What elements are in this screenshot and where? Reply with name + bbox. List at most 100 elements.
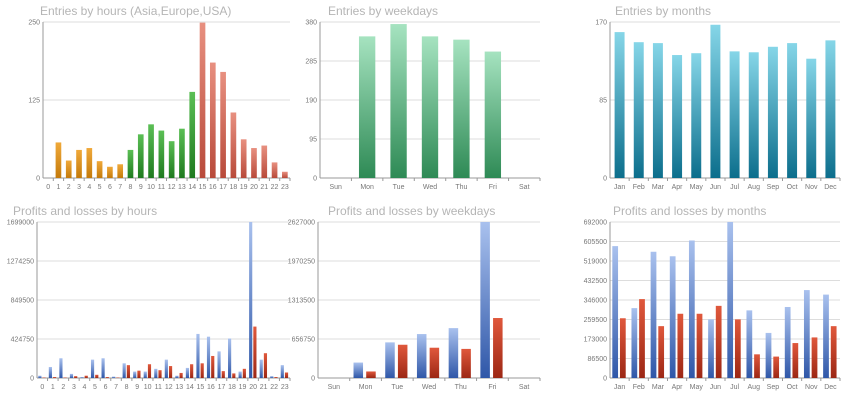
x-tick-label: Aug — [748, 184, 761, 191]
bar — [59, 358, 62, 378]
x-tick-label: Sat — [519, 384, 530, 391]
bar — [823, 295, 829, 378]
bar — [480, 222, 490, 378]
y-tick-label: 285 — [305, 59, 317, 66]
bar — [220, 72, 226, 178]
x-tick-label: 1 — [56, 184, 60, 191]
bar — [159, 131, 165, 178]
x-tick-label: 10 — [144, 384, 152, 391]
chart-title: Profits and losses by weekdays — [328, 204, 495, 218]
x-tick-label: 4 — [82, 384, 86, 391]
bar — [787, 43, 797, 178]
bar — [272, 162, 278, 178]
bar — [691, 53, 701, 178]
x-tick-label: Wed — [422, 384, 436, 391]
bar — [422, 36, 438, 178]
x-tick-label: Jul — [730, 184, 739, 191]
bar — [746, 310, 752, 378]
x-tick-label: 1 — [51, 384, 55, 391]
x-tick-label: Sep — [767, 384, 780, 391]
x-tick-label: 4 — [87, 184, 91, 191]
bar — [148, 364, 151, 378]
bar — [825, 40, 835, 178]
x-tick-label: 11 — [158, 184, 165, 191]
bar — [232, 373, 235, 378]
y-tick-label: 0 — [603, 376, 607, 383]
bar — [189, 92, 195, 178]
bar — [95, 375, 98, 378]
bar — [710, 25, 720, 178]
x-tick-label: Apr — [672, 184, 684, 191]
bar — [201, 363, 204, 378]
y-tick-label: 86500 — [588, 356, 608, 363]
y-tick-label: 1313500 — [288, 298, 315, 305]
bar — [804, 290, 810, 378]
bar — [831, 326, 837, 378]
y-tick-label: 0 — [311, 376, 315, 383]
bar — [210, 63, 216, 178]
bar — [493, 318, 503, 378]
y-tick-label: 170 — [595, 20, 607, 27]
bar — [49, 367, 52, 378]
bar — [615, 32, 625, 178]
x-tick-label: 6 — [104, 384, 108, 391]
chart-title: Profits and losses by months — [613, 204, 766, 218]
x-tick-label: 7 — [114, 384, 118, 391]
x-tick-label: Sun — [329, 184, 342, 191]
y-tick-label: 605500 — [584, 239, 607, 246]
bar — [689, 240, 695, 378]
bar — [730, 51, 740, 178]
chart-title: Entries by weekdays — [328, 4, 438, 18]
x-tick-label: 20 — [249, 384, 257, 391]
bar — [766, 333, 772, 378]
chart-title: Entries by hours (Asia,Europe,USA) — [40, 4, 231, 18]
bar — [260, 360, 263, 378]
bar — [651, 252, 657, 378]
x-tick-label: 18 — [228, 384, 236, 391]
bar — [768, 47, 778, 178]
y-tick-label: 1970250 — [288, 259, 315, 266]
x-tick-label: Thu — [455, 184, 467, 191]
x-tick-label: 0 — [40, 384, 44, 391]
bar — [196, 334, 199, 378]
x-tick-label: Mon — [360, 184, 374, 191]
bar — [97, 161, 103, 178]
x-tick-label: 11 — [155, 384, 162, 391]
bar — [179, 129, 185, 178]
bar — [264, 353, 267, 378]
x-tick-label: Aug — [748, 384, 761, 391]
bar — [806, 59, 816, 178]
bar — [754, 354, 760, 378]
bar — [634, 42, 644, 178]
bar — [354, 363, 364, 378]
bar — [453, 40, 469, 178]
bar — [812, 337, 818, 378]
y-tick-label: 0 — [603, 176, 607, 183]
y-tick-label: 692000 — [584, 220, 607, 227]
bar — [485, 52, 501, 178]
x-tick-label: Wed — [423, 184, 437, 191]
x-tick-label: Jan — [614, 184, 625, 191]
bar — [169, 366, 172, 378]
x-tick-label: 21 — [260, 184, 268, 191]
bar — [53, 377, 56, 378]
bar — [390, 24, 406, 178]
y-tick-label: 85 — [599, 98, 607, 105]
x-tick-label: Dec — [824, 184, 837, 191]
bar — [128, 150, 134, 178]
bar — [449, 328, 459, 378]
bar — [190, 364, 193, 378]
chart-panel-4: Profits and losses by weekdays0656750131… — [288, 204, 540, 391]
bar — [158, 370, 161, 378]
x-tick-label: Mon — [359, 384, 373, 391]
bar — [653, 43, 663, 178]
y-tick-label: 259500 — [584, 317, 607, 324]
bar — [620, 318, 626, 378]
x-tick-label: 2 — [61, 384, 65, 391]
x-tick-label: 8 — [129, 184, 133, 191]
bar — [165, 360, 168, 378]
x-tick-label: 13 — [178, 184, 186, 191]
bar — [251, 148, 257, 178]
x-tick-label: 15 — [199, 184, 207, 191]
